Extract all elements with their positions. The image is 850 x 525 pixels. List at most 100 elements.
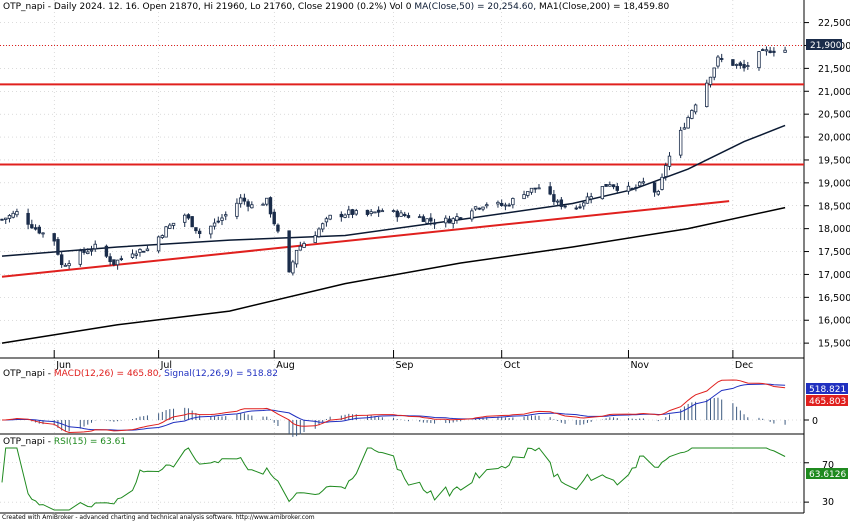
rsi-path <box>1 447 786 511</box>
candle-body <box>171 222 176 226</box>
candle-body <box>186 214 191 219</box>
rsi-label-box <box>806 468 848 479</box>
candle-body <box>365 209 370 215</box>
candle-body <box>563 205 567 208</box>
candle-body <box>265 197 269 205</box>
candle-body <box>768 50 772 54</box>
macd-zero-tick: 0 <box>812 416 818 427</box>
last-price-label: 21,900 <box>810 41 842 51</box>
candle-body <box>660 176 664 190</box>
candle-body <box>7 215 12 219</box>
rsi-30-tick: 30 <box>822 497 834 508</box>
candle-body <box>145 248 150 251</box>
candle-body <box>503 204 508 207</box>
signal-line <box>2 383 786 431</box>
price-tick-label: 16,000 <box>818 316 850 327</box>
candle-body <box>250 204 254 209</box>
candle-body <box>608 184 612 187</box>
candle-body <box>59 254 64 266</box>
candle-body <box>429 217 433 222</box>
candle-body <box>485 204 489 207</box>
candle-body <box>761 49 765 51</box>
last-price-label-box <box>806 39 842 50</box>
ma200-legend: MA1(Close,200) = 18,459.80 <box>539 2 670 12</box>
candle-body <box>209 225 213 235</box>
candle-body <box>376 209 381 213</box>
month-tick-label: Jun <box>55 360 71 371</box>
footer-credit: Created with AmiBroker - advanced charti… <box>2 514 315 521</box>
candle-body <box>41 232 45 235</box>
candle-body <box>287 230 291 273</box>
candle-body <box>52 233 56 242</box>
price-tick-label: 17,500 <box>818 247 850 258</box>
month-tick-label: Dec <box>735 360 753 371</box>
candle-body <box>686 117 690 129</box>
macd-line <box>1 379 786 434</box>
price-tick-label: 19,500 <box>818 155 850 166</box>
candle-body <box>347 209 351 215</box>
candle-body <box>138 248 142 253</box>
candle-body <box>78 250 83 265</box>
candle-body <box>212 222 217 227</box>
candle-body <box>626 185 631 192</box>
candle-body <box>33 227 38 230</box>
candle-body <box>533 187 537 190</box>
candle-body <box>0 218 4 221</box>
candle-body <box>67 263 71 267</box>
candle-body <box>496 201 500 205</box>
candle-body <box>294 249 299 265</box>
macd-legend: MACD(12,26) = 465.80, <box>54 369 164 379</box>
candle-body <box>641 181 646 184</box>
candle-body <box>421 216 426 222</box>
candle-body <box>328 214 332 220</box>
price-tick-label: 20,000 <box>818 133 850 144</box>
candle-body <box>678 129 683 156</box>
candle-body <box>458 217 463 220</box>
candle-body <box>104 245 109 257</box>
candle-body <box>93 243 97 250</box>
candle-body <box>291 261 295 274</box>
price-tick-label: 20,500 <box>818 110 850 121</box>
price-y-ticks: 22,50022,00021,50021,00020,50020,00019,5… <box>804 18 850 350</box>
macd-header-prefix: OTP_napi - <box>3 369 54 379</box>
candlestick-series <box>0 46 787 276</box>
candle-body <box>585 196 590 204</box>
month-tick-label: Jul <box>160 360 172 371</box>
candle-body <box>716 56 720 67</box>
price-tick-label: 15,500 <box>818 339 850 350</box>
price-grid <box>0 22 804 344</box>
price-tick-label: 18,000 <box>818 224 850 235</box>
candle-body <box>26 212 30 225</box>
candle-body <box>757 51 761 69</box>
candle-body <box>63 264 68 267</box>
month-tick-label: Oct <box>504 360 521 371</box>
macd-label: 465.803 <box>809 397 846 407</box>
candle-body <box>548 186 552 195</box>
moving-average-lines <box>1 124 786 344</box>
candle-body <box>115 259 120 266</box>
trend-line <box>1 200 730 278</box>
candle-body <box>190 216 194 228</box>
candle-body <box>112 259 116 265</box>
month-tick-label: Sep <box>396 360 414 371</box>
candle-body <box>611 184 616 188</box>
signal-label: 518.821 <box>809 385 846 395</box>
candle-body <box>746 65 750 68</box>
candle-body <box>268 197 273 215</box>
price-tick-label: 16,500 <box>818 293 850 304</box>
candle-body <box>272 211 276 225</box>
candle-body <box>552 194 556 202</box>
candle-body <box>235 202 239 217</box>
candle-body <box>197 230 202 235</box>
candle-body <box>108 256 112 263</box>
candle-body <box>302 243 306 248</box>
rsi-label: 63.6126 <box>809 470 846 480</box>
candle-body <box>339 213 344 218</box>
candle-body <box>324 218 329 223</box>
macd-panel-header: OTP_napi - MACD(12,26) = 465.80, Signal(… <box>3 369 278 379</box>
candle-body <box>705 82 709 107</box>
candle-body <box>708 76 713 85</box>
candle-body <box>89 249 94 252</box>
